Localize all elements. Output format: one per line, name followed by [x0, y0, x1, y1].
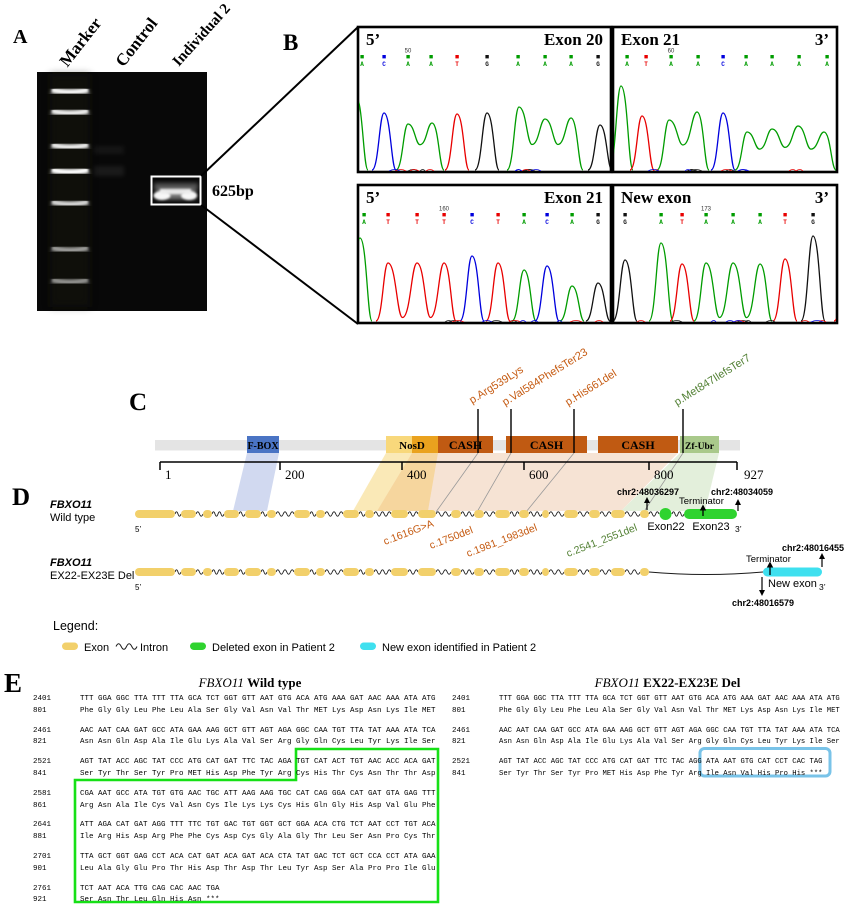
svg-text:p.Met847IlefsTer7: p.Met847IlefsTer7: [672, 352, 753, 409]
svg-text:Intron: Intron: [140, 642, 168, 654]
svg-text:A: A: [744, 61, 748, 68]
svg-text:927: 927: [744, 467, 764, 482]
svg-text:CASH: CASH: [621, 438, 655, 452]
svg-text:A: A: [625, 61, 629, 68]
svg-text:chr2:48016455: chr2:48016455: [782, 543, 844, 553]
svg-text:chr2:48034059: chr2:48034059: [711, 487, 773, 497]
svg-text:3’: 3’: [815, 188, 829, 207]
svg-text:3’: 3’: [819, 582, 826, 592]
svg-text:chr2:48036297: chr2:48036297: [617, 487, 679, 497]
svg-text:Legend:: Legend:: [53, 619, 98, 633]
svg-text:A: A: [429, 61, 433, 68]
svg-text:T: T: [455, 61, 459, 68]
svg-text:50: 50: [405, 49, 412, 55]
svg-text:T: T: [644, 61, 648, 68]
svg-text:A: A: [770, 61, 774, 68]
svg-text:A: A: [704, 219, 708, 226]
svg-text:800: 800: [654, 467, 674, 482]
svg-text:3’: 3’: [735, 524, 742, 534]
svg-text:T: T: [442, 219, 446, 226]
svg-text:New exon: New exon: [621, 188, 692, 207]
svg-text:Zf-Ubr: Zf-Ubr: [685, 442, 715, 452]
svg-text:New exon: New exon: [768, 578, 817, 590]
svg-text:CASH: CASH: [530, 438, 564, 452]
svg-text:5’: 5’: [135, 525, 141, 534]
svg-text:Terminator: Terminator: [679, 496, 724, 507]
svg-text:G: G: [596, 61, 600, 68]
svg-text:New exon identified in Patient: New exon identified in Patient 2: [382, 642, 536, 654]
svg-text:G: G: [485, 61, 489, 68]
svg-text:A: A: [825, 61, 829, 68]
svg-text:T: T: [783, 219, 787, 226]
svg-text:T: T: [496, 219, 500, 226]
svg-text:G: G: [623, 219, 627, 226]
svg-text:Exon 21: Exon 21: [621, 30, 680, 49]
svg-text:A: A: [797, 61, 801, 68]
svg-text:G: G: [811, 219, 815, 226]
svg-text:C: C: [470, 219, 474, 226]
svg-text:chr2:48016579: chr2:48016579: [732, 598, 794, 608]
svg-text:A: A: [362, 219, 366, 226]
svg-text:C: C: [382, 61, 386, 68]
svg-text:400: 400: [407, 467, 427, 482]
svg-text:A: A: [758, 219, 762, 226]
svg-text:Deleted exon in Patient 2: Deleted exon in Patient 2: [212, 642, 335, 654]
svg-text:c.1981_1983del: c.1981_1983del: [465, 522, 539, 560]
svg-text:T: T: [386, 219, 390, 226]
svg-text:C: C: [545, 219, 549, 226]
svg-text:A: A: [569, 61, 573, 68]
svg-text:CASH: CASH: [449, 438, 483, 452]
svg-text:Exon 20: Exon 20: [544, 30, 603, 49]
svg-text:Exon23: Exon23: [692, 521, 729, 533]
svg-text:3’: 3’: [815, 30, 829, 49]
svg-text:200: 200: [285, 467, 305, 482]
svg-text:5’: 5’: [366, 30, 380, 49]
svg-text:T: T: [415, 219, 419, 226]
svg-text:173: 173: [701, 207, 712, 213]
svg-text:A: A: [731, 219, 735, 226]
svg-text:T: T: [680, 219, 684, 226]
svg-text:A: A: [669, 61, 673, 68]
svg-text:A: A: [522, 219, 526, 226]
svg-text:F-BOX: F-BOX: [247, 441, 279, 452]
svg-text:60: 60: [668, 49, 675, 55]
svg-text:C: C: [721, 61, 725, 68]
svg-text:A: A: [360, 61, 364, 68]
svg-text:A: A: [570, 219, 574, 226]
svg-text:600: 600: [529, 467, 549, 482]
svg-text:Exon: Exon: [84, 642, 109, 654]
svg-text:5’: 5’: [366, 188, 380, 207]
svg-text:Exon22: Exon22: [647, 521, 684, 533]
svg-text:160: 160: [439, 207, 450, 213]
svg-text:A: A: [543, 61, 547, 68]
svg-text:c.1616G>A: c.1616G>A: [382, 518, 436, 548]
svg-text:1: 1: [165, 467, 172, 482]
svg-text:A: A: [659, 219, 663, 226]
svg-text:c.2541_2551del: c.2541_2551del: [565, 522, 639, 560]
svg-text:NosD: NosD: [399, 440, 425, 452]
svg-text:Exon 21: Exon 21: [544, 188, 603, 207]
svg-text:A: A: [516, 61, 520, 68]
svg-text:G: G: [596, 219, 600, 226]
svg-text:Terminator: Terminator: [746, 554, 791, 565]
svg-text:p.His661del: p.His661del: [563, 368, 619, 409]
svg-text:5’: 5’: [135, 583, 141, 592]
svg-text:A: A: [406, 61, 410, 68]
svg-text:A: A: [696, 61, 700, 68]
